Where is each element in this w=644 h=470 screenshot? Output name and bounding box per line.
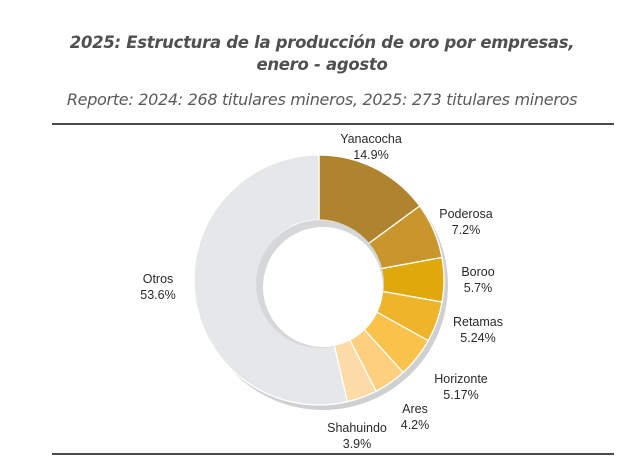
slice-labels: Yanacocha 14.9% Poderosa 7.2% Boroo 5.7% Retam…	[140, 132, 503, 451]
donut-hole	[256, 220, 384, 348]
slice-value-otros: 53.6%	[140, 288, 175, 302]
slice-value-yanacocha: 14.9%	[353, 148, 388, 162]
slice-value-retamas: 5.24%	[460, 331, 495, 345]
slice-label-otros: Otros	[143, 272, 174, 286]
chart-subtitle: Reporte: 2024: 268 titulares mineros, 20…	[66, 90, 578, 109]
slice-label-poderosa: Poderosa	[439, 207, 493, 221]
donut-center-hole	[263, 227, 383, 347]
slice-label-horizonte: Horizonte	[434, 372, 488, 386]
slice-label-retamas: Retamas	[453, 315, 503, 329]
chart-title-line-2: enero - agosto	[256, 55, 388, 74]
slice-label-boroo: Boroo	[461, 265, 494, 279]
slice-label-yanacocha: Yanacocha	[340, 132, 402, 146]
chart-title-line-1: 2025: Estructura de la producción de oro…	[69, 33, 575, 52]
bottom-rule-divider	[52, 453, 614, 455]
slice-value-shahuindo: 3.9%	[343, 437, 372, 451]
slice-value-horizonte: 5.17%	[443, 388, 478, 402]
slice-value-poderosa: 7.2%	[452, 223, 481, 237]
slice-label-ares: Ares	[402, 402, 428, 416]
top-rule-divider	[52, 123, 614, 125]
slice-label-shahuindo: Shahuindo	[327, 421, 387, 435]
slice-value-boroo: 5.7%	[464, 281, 493, 295]
slice-value-ares: 4.2%	[401, 418, 430, 432]
